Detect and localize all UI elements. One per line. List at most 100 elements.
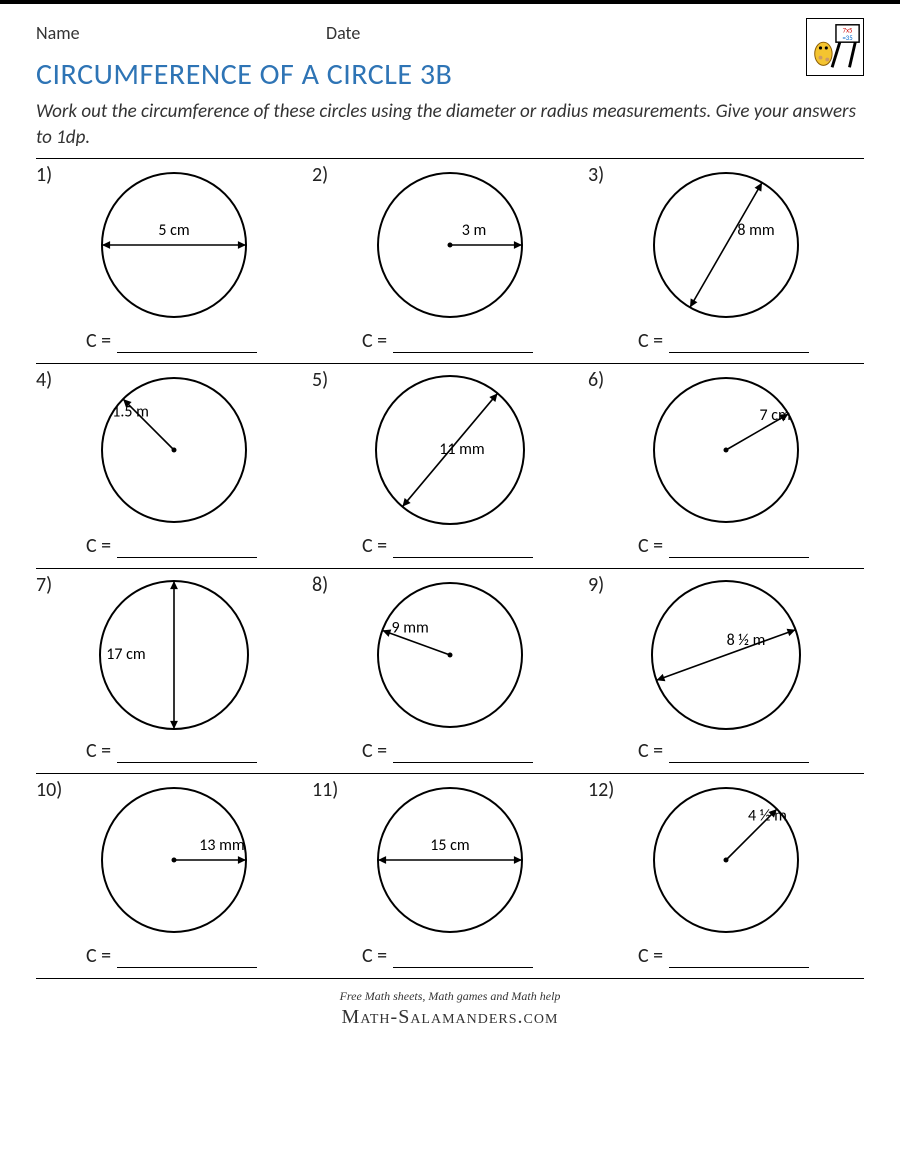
answer-prefix: C =: [362, 944, 387, 968]
measurement-label: 1.5 m: [112, 403, 149, 422]
circle-figure: 15 cm: [318, 778, 582, 942]
question-number: 7): [36, 573, 52, 597]
circle-figure: 8 ½ m: [594, 573, 858, 737]
circle-figure: 13 mm: [42, 778, 306, 942]
measurement-label: 9 mm: [392, 619, 429, 638]
answer-prefix: C =: [86, 534, 111, 558]
answer-blank[interactable]: [669, 745, 809, 763]
answer-line: C =: [42, 737, 306, 767]
circle-figure: 3 m: [318, 163, 582, 327]
measurement-label: 13 mm: [199, 836, 244, 855]
answer-line: C =: [318, 327, 582, 357]
answer-blank[interactable]: [669, 950, 809, 968]
date-label: Date: [326, 22, 864, 44]
answer-prefix: C =: [638, 944, 663, 968]
worksheet-page: Name Date 7x5 =35 CIRCUMFERENCE OF A CIR…: [0, 0, 900, 1120]
answer-prefix: C =: [638, 534, 663, 558]
question-number: 4): [36, 368, 52, 392]
answer-blank[interactable]: [393, 335, 533, 353]
question-number: 5): [312, 368, 328, 392]
question-number: 10): [36, 778, 62, 802]
problem-row: 10) 13 mm C = 11) 15 cm C = 12) 4: [36, 774, 864, 979]
circle-figure: 1.5 m: [42, 368, 306, 532]
problem-cell: 6) 7 cm C =: [588, 364, 864, 568]
name-label: Name: [36, 22, 326, 44]
answer-line: C =: [42, 942, 306, 972]
answer-prefix: C =: [362, 329, 387, 353]
problem-cell: 4) 1.5 m C =: [36, 364, 312, 568]
measurement-label: 7 cm: [760, 406, 791, 425]
salamander-logo-icon: 7x5 =35: [806, 18, 864, 76]
answer-prefix: C =: [638, 739, 663, 763]
circle-figure: 11 mm: [318, 368, 582, 532]
footer-tagline: Free Math sheets, Math games and Math he…: [36, 989, 864, 1004]
answer-line: C =: [318, 532, 582, 562]
measurement-label: 17 cm: [106, 645, 145, 664]
answer-blank[interactable]: [117, 335, 257, 353]
measurement-label: 4 ½ m: [748, 807, 787, 826]
answer-prefix: C =: [86, 329, 111, 353]
problem-cell: 2) 3 m C =: [312, 159, 588, 363]
circle-figure: 8 mm: [594, 163, 858, 327]
measurement-label: 8 mm: [737, 221, 774, 240]
problem-cell: 5) 11 mm C =: [312, 364, 588, 568]
answer-line: C =: [318, 737, 582, 767]
answer-line: C =: [42, 327, 306, 357]
answer-blank[interactable]: [117, 745, 257, 763]
footer-brand: Math-Salamanders.com: [342, 1006, 559, 1028]
question-number: 11): [312, 778, 338, 802]
answer-prefix: C =: [638, 329, 663, 353]
answer-prefix: C =: [362, 534, 387, 558]
answer-blank[interactable]: [669, 540, 809, 558]
answer-prefix: C =: [362, 739, 387, 763]
answer-prefix: C =: [86, 739, 111, 763]
page-footer: Free Math sheets, Math games and Math he…: [36, 989, 864, 1029]
answer-line: C =: [42, 532, 306, 562]
answer-blank[interactable]: [393, 540, 533, 558]
worksheet-title: CIRCUMFERENCE OF A CIRCLE 3B: [36, 56, 864, 93]
problem-cell: 1) 5 cm C =: [36, 159, 312, 363]
answer-line: C =: [318, 942, 582, 972]
answer-line: C =: [594, 532, 858, 562]
measurement-label: 8 ½ m: [727, 631, 766, 650]
header-row: Name Date: [36, 22, 864, 44]
problem-cell: 9) 8 ½ m C =: [588, 569, 864, 773]
problem-cell: 8) 9 mm C =: [312, 569, 588, 773]
measurement-label: 11 mm: [439, 440, 484, 459]
answer-blank[interactable]: [393, 745, 533, 763]
question-number: 9): [588, 573, 604, 597]
circle-figure: 17 cm: [42, 573, 306, 737]
measurement-label: 15 cm: [430, 836, 469, 855]
measurement-label: 5 cm: [158, 221, 189, 240]
question-number: 2): [312, 163, 328, 187]
answer-blank[interactable]: [117, 540, 257, 558]
problem-cell: 11) 15 cm C =: [312, 774, 588, 978]
question-number: 3): [588, 163, 604, 187]
answer-line: C =: [594, 737, 858, 767]
answer-line: C =: [594, 942, 858, 972]
problem-row: 1) 5 cm C = 2) 3 m C = 3) 8 mm: [36, 159, 864, 364]
circle-figure: 9 mm: [318, 573, 582, 737]
answer-blank[interactable]: [669, 335, 809, 353]
circle-figure: 5 cm: [42, 163, 306, 327]
problem-cell: 12) 4 ½ m C =: [588, 774, 864, 978]
circle-figure: 7 cm: [594, 368, 858, 532]
answer-blank[interactable]: [393, 950, 533, 968]
problem-cell: 10) 13 mm C =: [36, 774, 312, 978]
question-number: 1): [36, 163, 52, 187]
problem-cell: 3) 8 mm C =: [588, 159, 864, 363]
answer-blank[interactable]: [117, 950, 257, 968]
answer-line: C =: [594, 327, 858, 357]
question-number: 6): [588, 368, 604, 392]
question-number: 12): [588, 778, 614, 802]
problem-cell: 7) 17 cm C =: [36, 569, 312, 773]
circle-figure: 4 ½ m: [594, 778, 858, 942]
problem-row: 4) 1.5 m C = 5) 11 mm C = 6) 7 cm: [36, 364, 864, 569]
problem-row: 7) 17 cm C = 8) 9 mm C = 9) 8 ½ m: [36, 569, 864, 774]
measurement-label: 3 m: [462, 221, 487, 240]
problems-grid: 1) 5 cm C = 2) 3 m C = 3) 8 mm: [36, 158, 864, 979]
question-number: 8): [312, 573, 328, 597]
worksheet-description: Work out the circumference of these circ…: [36, 99, 864, 150]
answer-prefix: C =: [86, 944, 111, 968]
svg-text:=35: =35: [842, 34, 853, 42]
